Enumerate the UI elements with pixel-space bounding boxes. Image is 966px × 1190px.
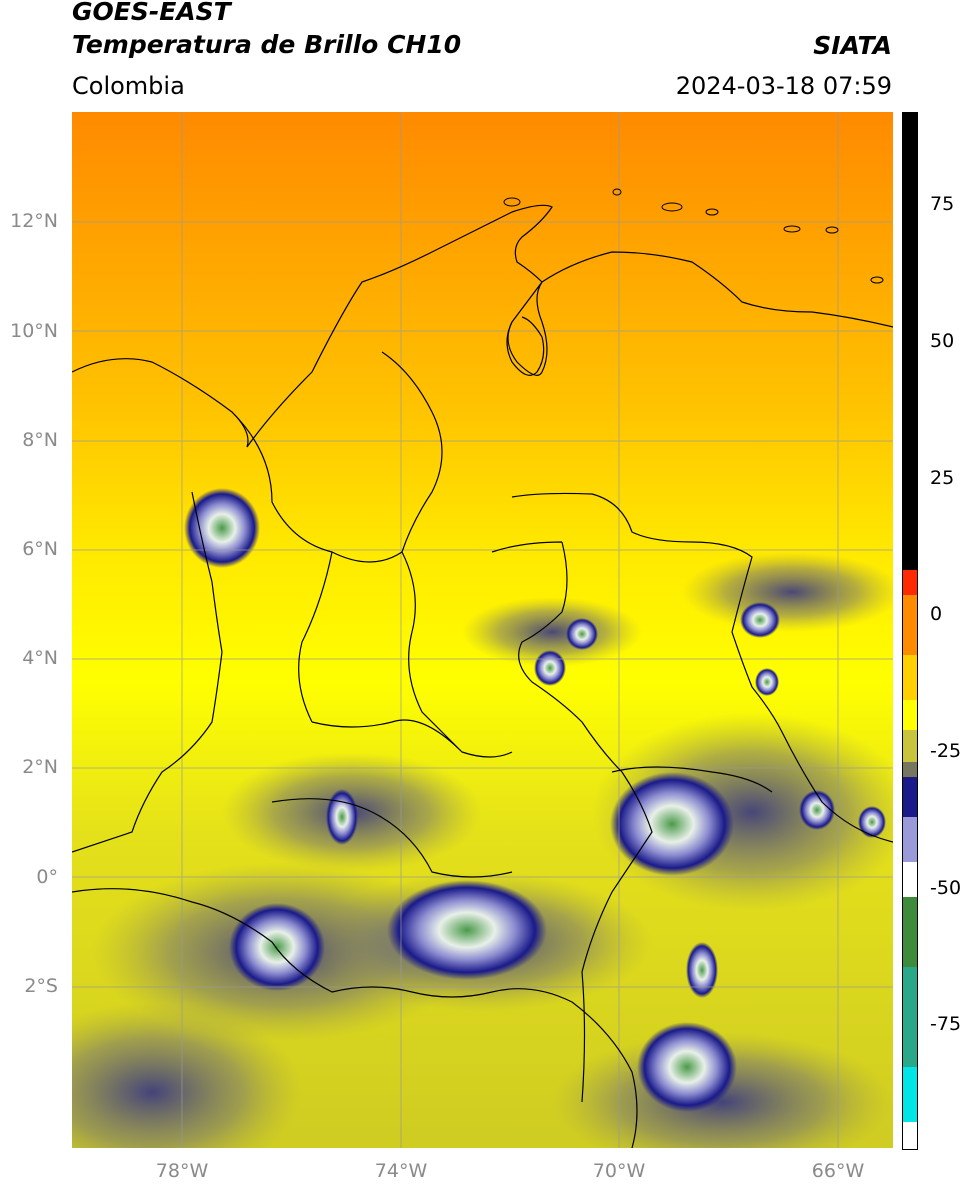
colorbar-gold [902,655,918,700]
pacific-coast [72,491,223,853]
colorbar-navy [902,777,918,817]
lon-tick-66w: 66°W [811,1160,865,1182]
cloud-band-southwest-2 [72,1002,302,1148]
storm-cell-venezuela-3 [799,790,835,830]
storm-cell-guainia [610,772,734,876]
brazil-border [581,766,773,1103]
storm-cell-choco [184,488,260,568]
lon-tick-74w: 74°W [374,1160,428,1182]
storm-cell-cauca [326,789,358,845]
title-satellite: GOES-EAST [72,0,231,26]
lat-tick-0: 0° [36,866,58,888]
colorbar-teal [902,967,918,1067]
region-label: Colombia [72,72,185,100]
interior-departments [231,351,513,878]
colombia-east-border [491,541,653,893]
cbar-tick-0: 0 [930,603,943,625]
caribbean-coast [72,204,893,448]
lat-tick-8n: 8°N [22,429,58,451]
cloud-band-llanos [462,597,642,667]
title-product: Temperatura de Brillo CH10 [72,30,462,59]
lon-tick-70w: 70°W [592,1160,646,1182]
lat-tick-2s: 2°S [24,975,58,997]
colorbar-olive [902,730,918,762]
cbar-tick-minus50: -50 [930,877,962,899]
ecuador-peru-border [72,888,638,1148]
maracaibo-lake [506,316,545,376]
cbar-tick-50: 50 [930,330,955,352]
colorbar-lavender [902,817,918,862]
lat-tick-10n: 10°N [10,320,58,342]
lat-tick-4n: 4°N [22,647,58,669]
gridlines [72,112,893,1148]
colorbar [902,112,918,1150]
storm-cell-meta-2 [534,650,566,686]
brand-label: SIATA [813,31,892,60]
cbar-tick-75: 75 [930,193,955,215]
storm-cell-vaupes [686,942,718,998]
lon-tick-78w: 78°W [155,1160,209,1182]
storm-cell-venezuela-1 [740,602,780,638]
cbar-tick-25: 25 [930,467,955,489]
storm-cell-caqueta [387,880,547,980]
colorbar-red [902,570,918,595]
colorbar-green [902,897,918,967]
timestamp-label: 2024-03-18 07:59 [675,72,892,100]
lat-tick-2n: 2°N [22,756,58,778]
colorbar-orange [902,595,918,655]
cbar-tick-minus75: -75 [930,1013,962,1035]
storm-cell-putumayo [229,903,325,991]
colorbar-yellow [902,700,918,730]
colorbar-cyan [902,1067,918,1122]
storm-cell-amazonas [637,1022,737,1112]
colorbar-grey [902,762,918,777]
lat-tick-6n: 6°N [22,538,58,560]
colorbar-white [902,862,918,897]
boundaries [72,204,893,1148]
venezuela-border [511,492,893,843]
colorbar-white-bottom [902,1122,918,1150]
satellite-map [72,112,893,1148]
lat-tick-12n: 12°N [10,210,58,232]
storm-cell-venezuela-2 [755,668,779,696]
storm-cell-east-edge [858,806,886,838]
storm-cell-meta-1 [566,618,598,650]
cloud-band-northeast [682,552,893,632]
colorbar-black [902,112,918,570]
cbar-tick-minus25: -25 [930,740,962,762]
islands [503,188,884,284]
